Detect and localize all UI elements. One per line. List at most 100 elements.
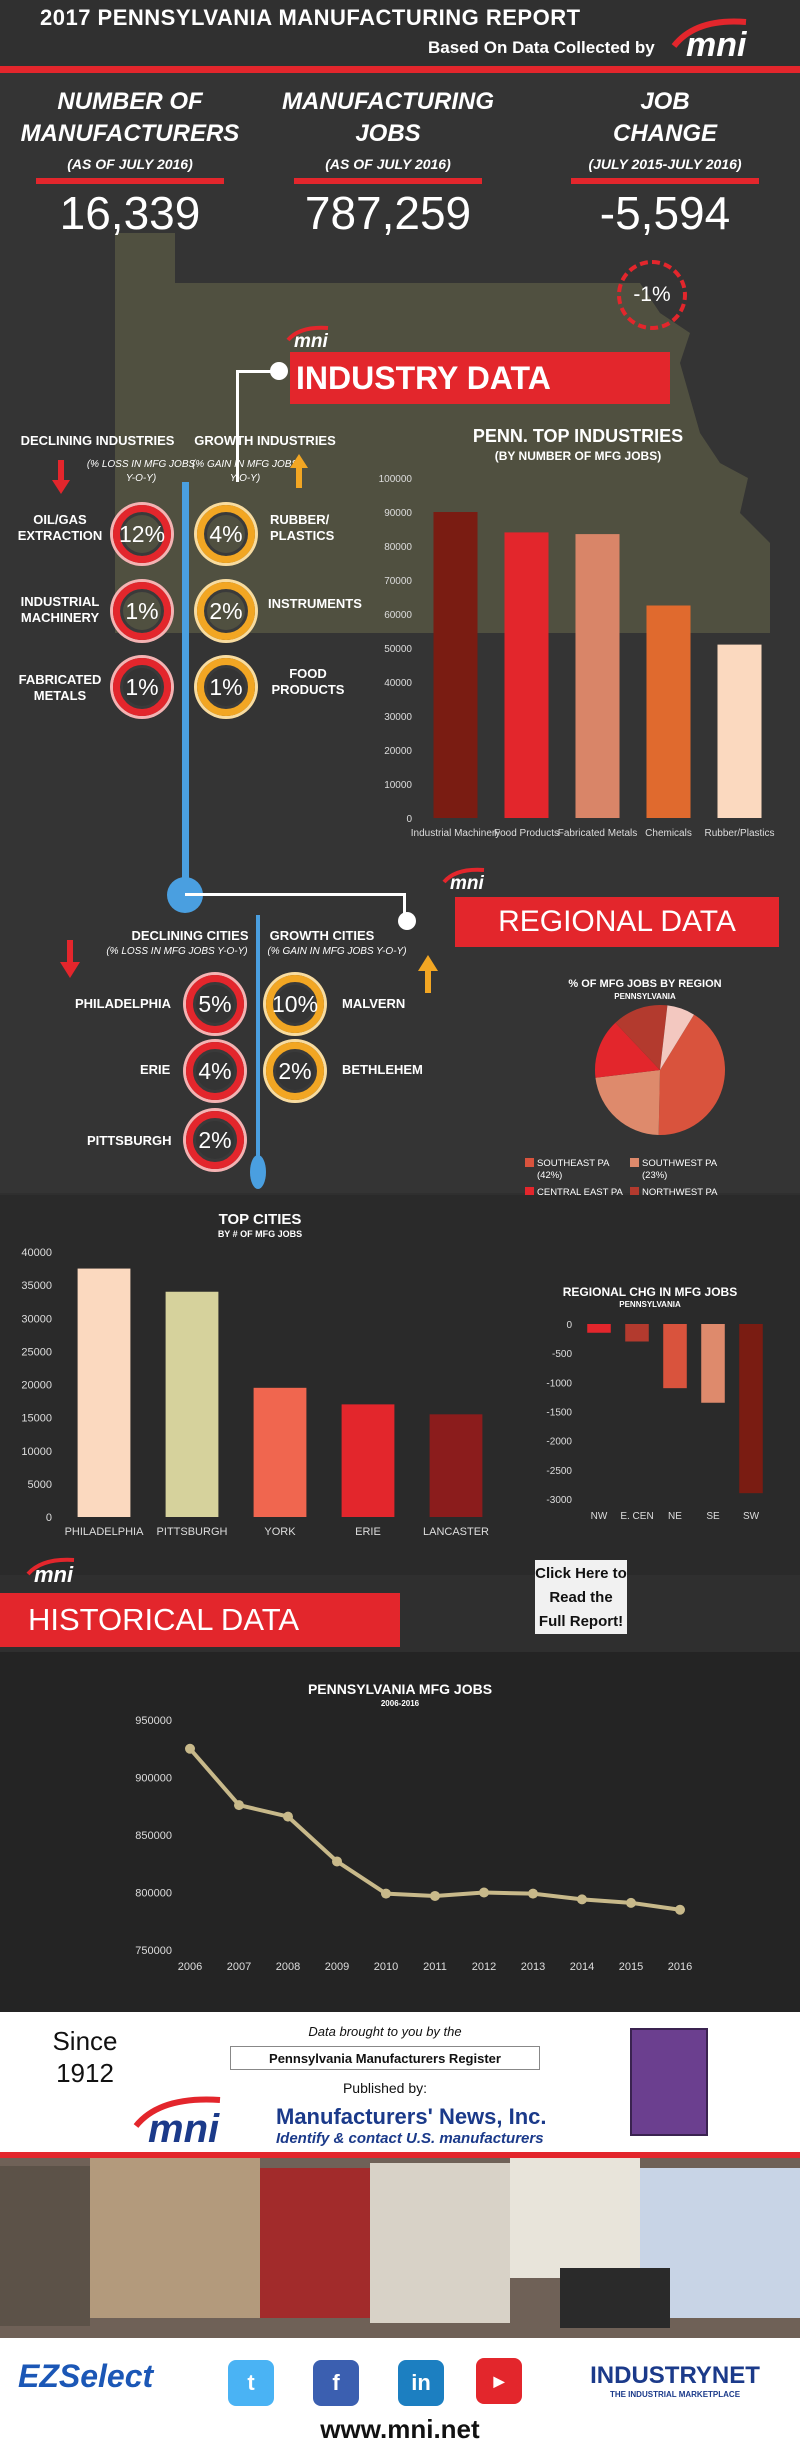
x-tick-label: 2016 [668, 1961, 692, 1973]
stat-note: (JULY 2015-JULY 2016) [588, 156, 742, 172]
growth-industry-ring: 1% [197, 658, 255, 716]
header-bar: 2017 PENNSYLVANIA MANUFACTURING REPORT B… [0, 0, 800, 68]
mni-logo-small: mni [284, 324, 354, 350]
twitter-icon[interactable]: t [228, 2360, 274, 2406]
declining-city-label: ERIE [140, 1062, 171, 1077]
industry-connector-line [236, 370, 276, 373]
data-point [626, 1897, 636, 1908]
y-tick-label: 50000 [384, 644, 412, 655]
x-tick-label: YORK [264, 1526, 296, 1538]
facebook-icon[interactable]: f [313, 2360, 359, 2406]
growth-industry-label: INSTRUMENTS [268, 596, 362, 611]
regional-change-chart: REGIONAL CHG IN MFG JOBS PENNSYLVANIA 0 -… [546, 1285, 763, 1522]
y-tick-label: 90000 [384, 508, 412, 519]
directory-book-image [630, 2028, 708, 2136]
pie-chart-subtitle: PENNSYLVANIA [614, 992, 676, 1001]
bar [646, 605, 691, 818]
y-tick-label: 35000 [21, 1280, 52, 1292]
legend-pct: (42%) [537, 1170, 562, 1181]
svg-text:mni: mni [294, 331, 329, 350]
declining-industry-label: FABRICATED METALS [18, 672, 102, 703]
growth-industry-label: FOOD PRODUCTS [271, 666, 345, 697]
legend-label: SOUTHEAST PA [537, 1158, 610, 1169]
top-industries-chart-title: PENN. TOP INDUSTRIES [473, 426, 683, 446]
bar [341, 1404, 395, 1517]
up-arrow-icon [290, 454, 308, 495]
data-point [185, 1743, 195, 1754]
x-tick-label: Rubber/Plastics [704, 828, 774, 839]
y-tick-label: -3000 [546, 1495, 572, 1506]
y-tick-label: 100000 [379, 474, 413, 485]
industrynet-logo[interactable]: INDUSTRYNET THE INDUSTRIAL MARKETPLACE [575, 2362, 775, 2399]
data-point [381, 1888, 391, 1899]
data-brought-text: Data brought to you by the [308, 2024, 462, 2039]
pennsylvania-map-shape [115, 233, 770, 633]
header-divider [0, 66, 800, 73]
declining-industries-title: DECLINING INDUSTRIES [10, 433, 185, 448]
bar [663, 1324, 687, 1389]
stat-job-change: JOB CHANGE (JULY 2015-JULY 2016) -5,594 [555, 88, 775, 240]
y-tick-label: 0 [46, 1512, 52, 1524]
x-tick-label: SW [743, 1511, 760, 1522]
website-link[interactable]: www.mni.net [320, 2414, 480, 2444]
y-tick-label: 850000 [135, 1830, 172, 1842]
y-tick-label: 25000 [21, 1346, 52, 1358]
declining-industry-label: INDUSTRIAL MACHINERY [20, 594, 100, 625]
regional-connector-line [185, 893, 405, 896]
x-tick-label: 2012 [472, 1961, 496, 1973]
mni-logo[interactable]: mni [666, 16, 796, 62]
since-year: 1912 [56, 2058, 114, 2088]
growth-industries-note: (% GAIN IN MFG JOBS Y-O-Y) [191, 459, 299, 484]
declining-industries-note: (% LOSS IN MFG JOBS Y-O-Y) [86, 459, 196, 484]
youtube-icon[interactable]: ▶ [476, 2358, 522, 2404]
industry-data-banner: INDUSTRY DATA [290, 352, 670, 404]
bar [77, 1268, 131, 1517]
y-tick-label: 0 [406, 814, 412, 825]
historical-chart-subtitle: 2006-2016 [381, 1699, 420, 1708]
y-tick-label: -500 [552, 1349, 572, 1360]
y-tick-label: 750000 [135, 1945, 172, 1957]
published-by-text: Published by: [342, 2080, 428, 2096]
y-tick-label: -2000 [546, 1437, 572, 1448]
data-point [675, 1904, 685, 1915]
declining-city-ring: 5% [186, 975, 244, 1033]
y-tick-label: -1000 [546, 1378, 572, 1389]
bar [253, 1387, 307, 1517]
stat-label-line2: MANUFACTURERS [20, 120, 240, 147]
x-tick-label: PITTSBURGH [157, 1526, 228, 1538]
top-cities-chart: TOP CITIES BY # OF MFG JOBS 0 5000 10000 15… [21, 1211, 489, 1538]
top-cities-chart-title: TOP CITIES [219, 1211, 302, 1228]
legend-label: SOUTHWEST PA [642, 1158, 718, 1169]
y-tick-label: -2500 [546, 1466, 572, 1477]
stat-jobs: MANUFACTURING JOBS (AS OF JULY 2016) 787… [278, 88, 498, 240]
stat-label-line2: CHANGE [612, 120, 717, 147]
mni-logo-graphic: mni [671, 18, 748, 62]
company-tagline: Identify & contact U.S. manufacturers [276, 2130, 544, 2147]
pie-slice [595, 1022, 660, 1078]
ezselect-logo[interactable]: EZSelect [18, 2358, 188, 2408]
industry-spine [182, 482, 189, 890]
growth-industry-label: RUBBER/ PLASTICS [270, 512, 335, 543]
y-tick-label: 5000 [28, 1479, 52, 1491]
svg-text:mni: mni [450, 873, 485, 892]
x-tick-label: Chemicals [645, 828, 692, 839]
x-tick-label: PHILADELPHIA [65, 1526, 145, 1538]
declining-cities-note: (% LOSS IN MFG JOBS Y-O-Y) [106, 946, 248, 957]
y-tick-label: 40000 [21, 1247, 52, 1259]
y-tick-label: 10000 [21, 1446, 52, 1458]
legend-swatch [630, 1187, 639, 1196]
pa-register-text: Pennsylvania Manufacturers Register [230, 2046, 540, 2070]
data-point [430, 1890, 440, 1901]
legend-pct: (23%) [642, 1170, 667, 1181]
read-full-report-button[interactable]: Click Here to Read the Full Report! [535, 1560, 627, 1634]
company-name: Manufacturers' News, Inc. [276, 2104, 547, 2129]
x-tick-label: SE [706, 1511, 720, 1522]
linkedin-icon[interactable]: in [398, 2360, 444, 2406]
mni-logo-historical: mni [24, 1556, 104, 1586]
x-tick-label: 2010 [374, 1961, 398, 1973]
footer-links: EZSelect t f in ▶ INDUSTRYNET THE INDUST… [0, 2338, 800, 2450]
declining-industry-ring: 1% [113, 582, 171, 640]
legend-label: NORTHWEST PA [642, 1187, 718, 1198]
y-tick-label: 0 [566, 1320, 572, 1331]
growth-title-text: GROWTH INDUSTRIES [194, 433, 336, 448]
